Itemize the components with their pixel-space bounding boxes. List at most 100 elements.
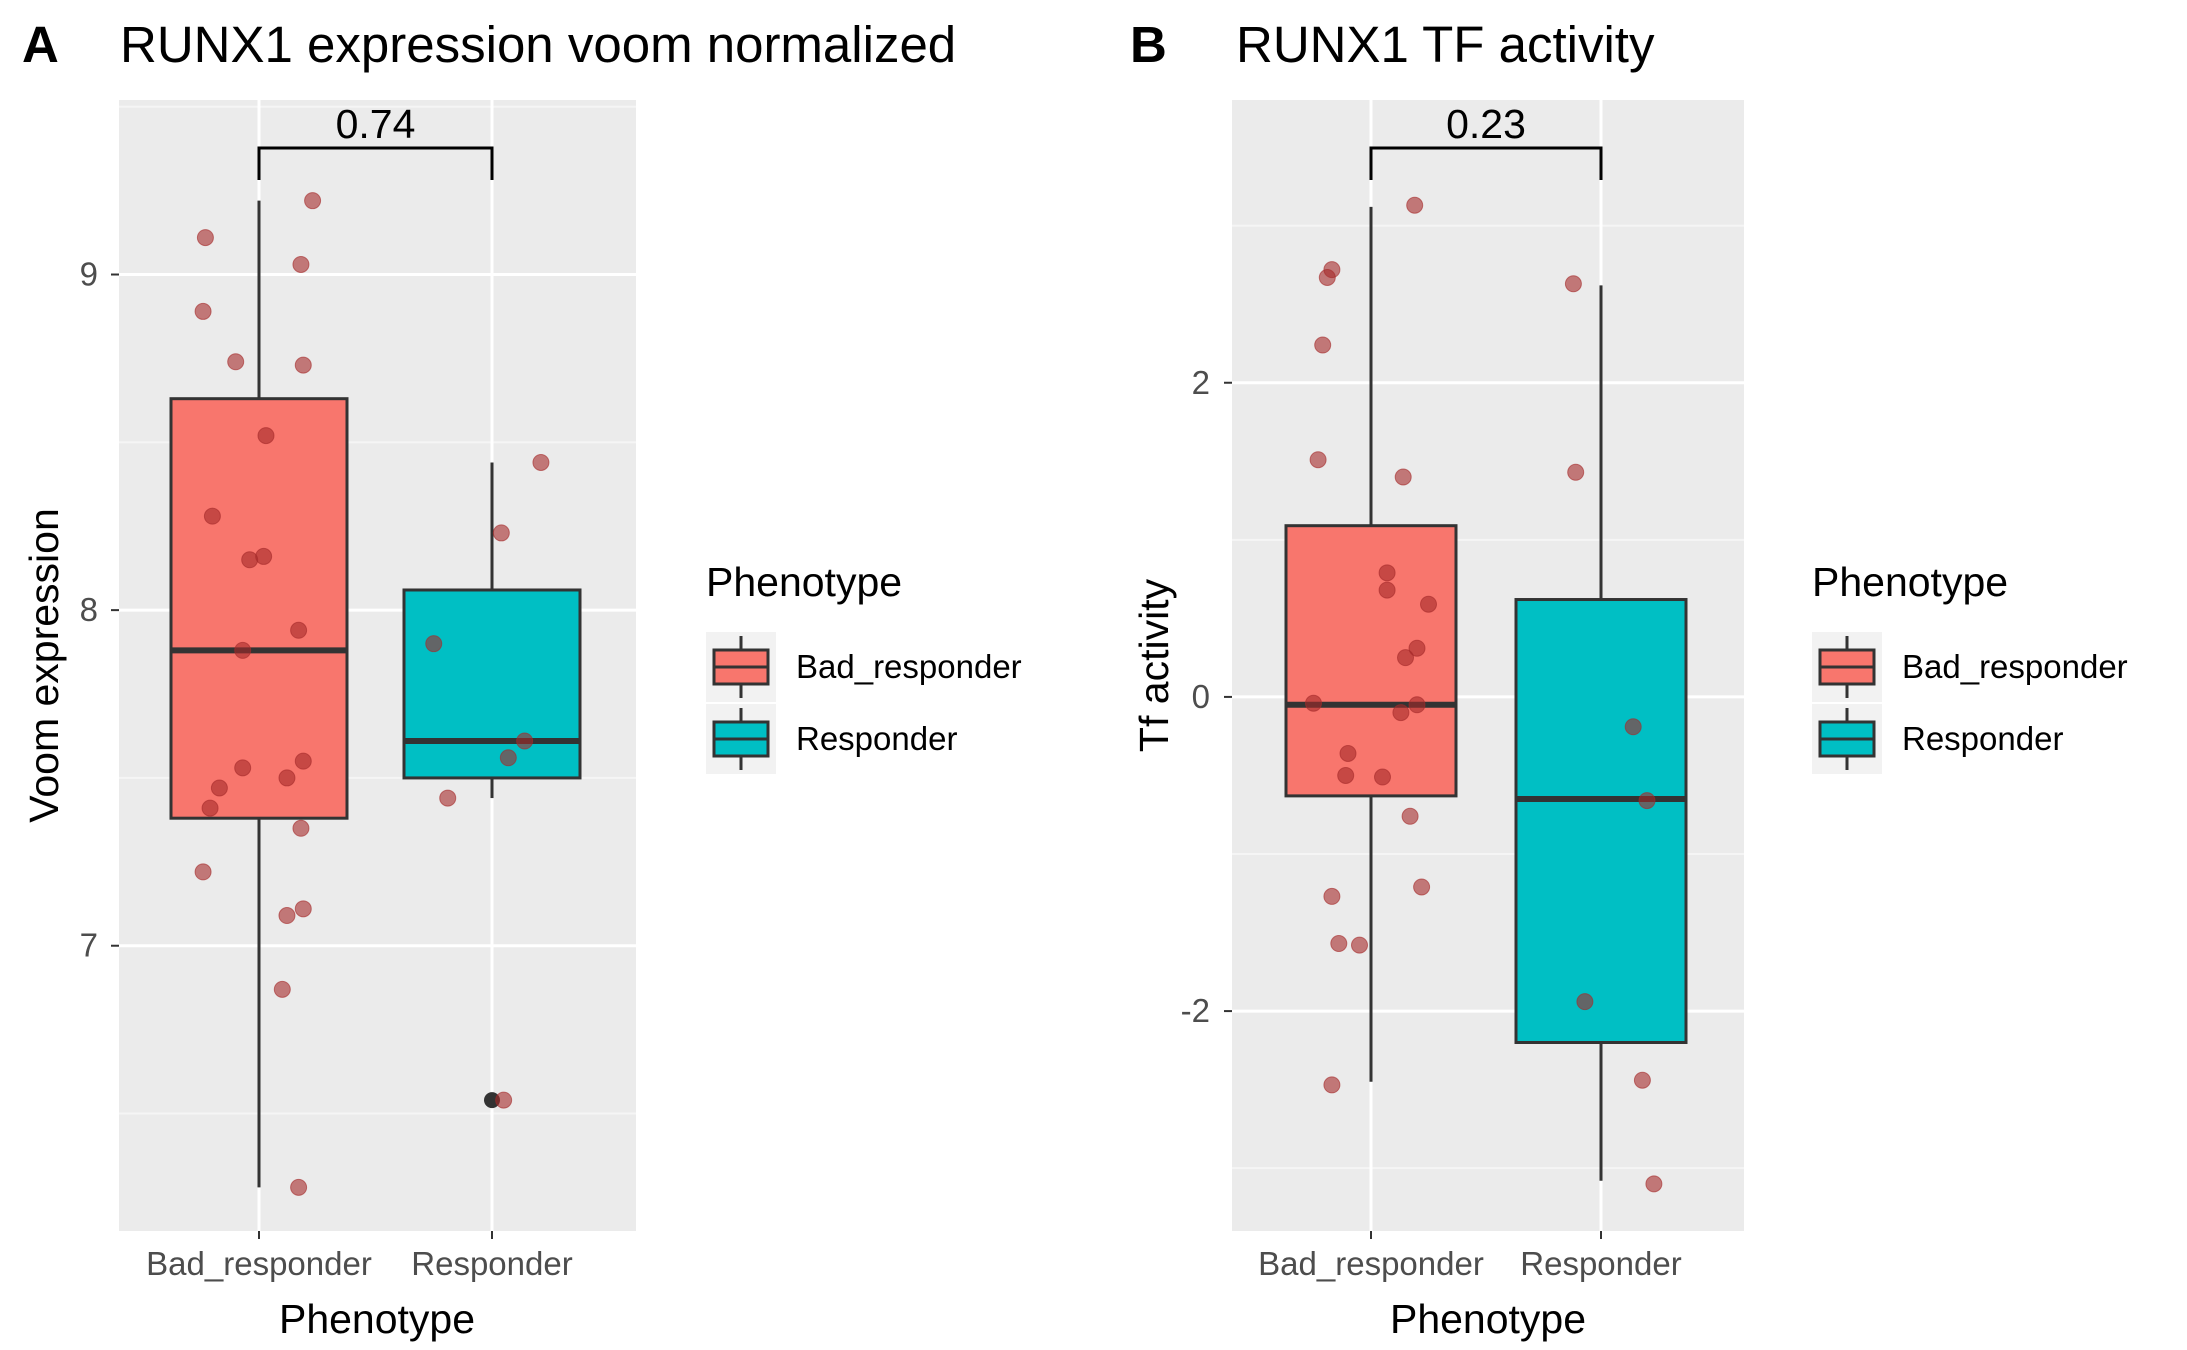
data-point (278, 769, 296, 787)
data-point (1339, 744, 1357, 762)
data-point (292, 255, 310, 273)
box-body (169, 397, 349, 820)
x-axis-title: Phenotype (279, 1296, 475, 1342)
box-bad-responder (169, 200, 349, 1188)
panel-letter: B (1130, 16, 1167, 73)
chart-title: RUNX1 TF activity (1236, 16, 1655, 73)
legend-item: Responder (1812, 704, 2063, 774)
data-point (294, 900, 312, 918)
legend-item: Responder (706, 704, 957, 774)
data-point (1624, 718, 1642, 736)
legend-title: Phenotype (706, 559, 902, 605)
legend-item: Bad_responder (706, 632, 1022, 702)
data-point (1638, 792, 1656, 810)
data-point (1567, 463, 1585, 481)
legend: Phenotype Bad_responder Responder (1812, 559, 2128, 774)
data-point (492, 524, 510, 542)
y-tick-label: 7 (80, 927, 98, 964)
data-point (194, 302, 212, 320)
data-point (234, 641, 252, 659)
p-value-label: 0.23 (1446, 101, 1526, 147)
data-point (1330, 935, 1348, 953)
y-tick-label: 0 (1192, 678, 1210, 715)
data-point (290, 1178, 308, 1196)
data-point (1576, 993, 1594, 1011)
y-tick-label: 8 (80, 591, 98, 628)
data-point (203, 507, 221, 525)
y-axis-title: Tf activity (1131, 578, 1177, 752)
data-point (495, 1091, 513, 1109)
data-point (516, 732, 534, 750)
data-point (532, 453, 550, 471)
data-point (194, 863, 212, 881)
p-value-label: 0.74 (336, 101, 416, 147)
legend-label: Bad_responder (796, 648, 1022, 685)
data-point (273, 980, 291, 998)
data-point (1309, 451, 1327, 469)
box-body (1514, 598, 1688, 1045)
data-point (241, 551, 259, 569)
data-point (1633, 1071, 1651, 1089)
legend-label: Responder (796, 720, 957, 757)
data-point (1397, 649, 1414, 667)
data-point (1564, 275, 1582, 293)
y-tick-label: 2 (1192, 364, 1210, 401)
legend-label: Responder (1902, 720, 2063, 757)
panel-b: B RUNX1 TF activity 0.23 -2 0 2 Bad_responder R… (1130, 16, 2128, 1342)
data-point (1374, 768, 1391, 786)
data-point (292, 819, 310, 837)
legend-label: Bad_responder (1902, 648, 2128, 685)
data-point (1408, 696, 1426, 714)
data-point (499, 749, 517, 767)
x-axis-title: Phenotype (1390, 1296, 1586, 1342)
data-point (1406, 196, 1424, 214)
data-point (210, 779, 228, 797)
legend-title: Phenotype (1812, 559, 2008, 605)
data-point (1645, 1175, 1663, 1193)
panel-letter: A (22, 16, 59, 73)
outlier-point (484, 1092, 500, 1109)
x-tick-label: Responder (1520, 1245, 1681, 1282)
data-point (1392, 704, 1410, 722)
data-point (294, 752, 312, 770)
data-point (439, 789, 457, 807)
data-point (1337, 766, 1355, 784)
box-body (1284, 524, 1458, 798)
comparison-bracket (257, 146, 494, 180)
box-bad-responder (1284, 206, 1458, 1082)
data-point (278, 907, 296, 925)
data-point (1314, 336, 1332, 354)
data-point (1378, 581, 1396, 599)
data-point (1401, 807, 1419, 825)
data-point (1305, 694, 1322, 712)
data-point (425, 635, 443, 653)
data-point (1318, 269, 1336, 287)
data-point (234, 759, 252, 777)
data-point (294, 356, 312, 374)
box-responder (1514, 285, 1688, 1181)
data-point (201, 799, 219, 817)
data-point (1408, 639, 1426, 657)
data-point (255, 547, 273, 565)
data-point (1420, 595, 1437, 613)
data-point (1394, 468, 1412, 486)
comparison-bracket (1369, 146, 1603, 180)
x-tick-label: Bad_responder (146, 1245, 372, 1282)
data-point (227, 353, 245, 371)
data-point (304, 192, 322, 210)
data-point (290, 621, 308, 639)
data-point (257, 427, 275, 445)
data-point (196, 229, 214, 247)
data-point (1378, 564, 1396, 582)
y-tick-label: -2 (1181, 992, 1210, 1029)
chart-title: RUNX1 expression voom normalized (120, 16, 956, 73)
y-axis-title: Voom expression (21, 508, 67, 823)
legend: Phenotype Bad_responder Responder (706, 559, 1022, 774)
data-point (1351, 936, 1368, 954)
x-tick-label: Responder (411, 1245, 572, 1282)
y-tick-label: 9 (80, 256, 98, 293)
data-point (1413, 878, 1431, 896)
box-body (402, 588, 582, 780)
box-responder (402, 462, 582, 1109)
